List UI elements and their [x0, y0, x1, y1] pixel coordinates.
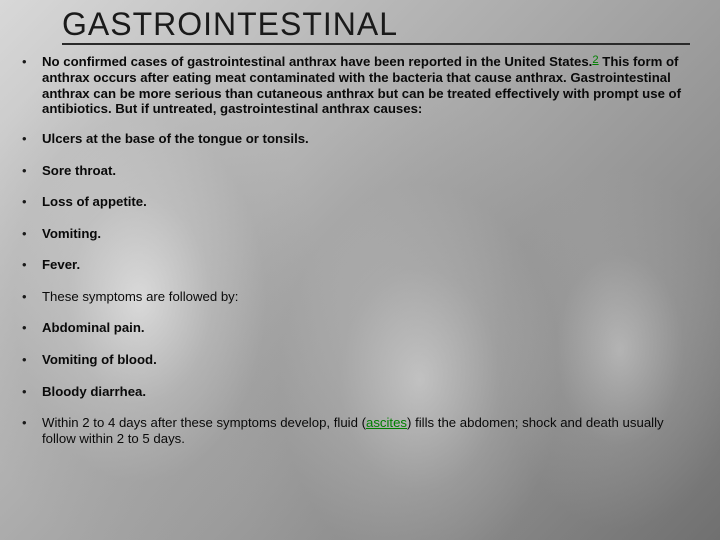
bullet-item: These symptoms are followed by: [18, 289, 700, 305]
bullet-item: Abdominal pain. [18, 320, 700, 336]
bullet-text: No confirmed cases of gastrointestinal a… [42, 54, 592, 69]
bullet-text: These symptoms are followed by: [42, 289, 238, 304]
bullet-item: Within 2 to 4 days after these symptoms … [18, 415, 700, 446]
bullet-item: Vomiting. [18, 226, 700, 242]
bullet-item: Fever. [18, 257, 700, 273]
bullet-item: Bloody diarrhea. [18, 384, 700, 400]
bullet-text: Bloody diarrhea. [42, 384, 146, 399]
bullet-text: Sore throat. [42, 163, 116, 178]
slide-title: GASTROINTESTINAL [62, 6, 690, 45]
bullet-item: Vomiting of blood. [18, 352, 700, 368]
bullet-text: Within 2 to 4 days after these symptoms … [42, 415, 366, 430]
bullet-item: Loss of appetite. [18, 194, 700, 210]
bullet-item: Ulcers at the base of the tongue or tons… [18, 131, 700, 147]
bullet-text: Vomiting of blood. [42, 352, 157, 367]
bullet-list: No confirmed cases of gastrointestinal a… [18, 54, 700, 446]
bullet-text: Loss of appetite. [42, 194, 147, 209]
content-link[interactable]: ascites [366, 415, 407, 430]
bullet-text: Vomiting. [42, 226, 101, 241]
slide: GASTROINTESTINAL No confirmed cases of g… [0, 0, 720, 540]
content-link[interactable]: 2 [592, 54, 598, 66]
bullet-text: Fever. [42, 257, 80, 272]
bullet-text: Abdominal pain. [42, 320, 145, 335]
bullet-item: No confirmed cases of gastrointestinal a… [18, 54, 700, 117]
bullet-item: Sore throat. [18, 163, 700, 179]
bullet-text: Ulcers at the base of the tongue or tons… [42, 131, 309, 146]
